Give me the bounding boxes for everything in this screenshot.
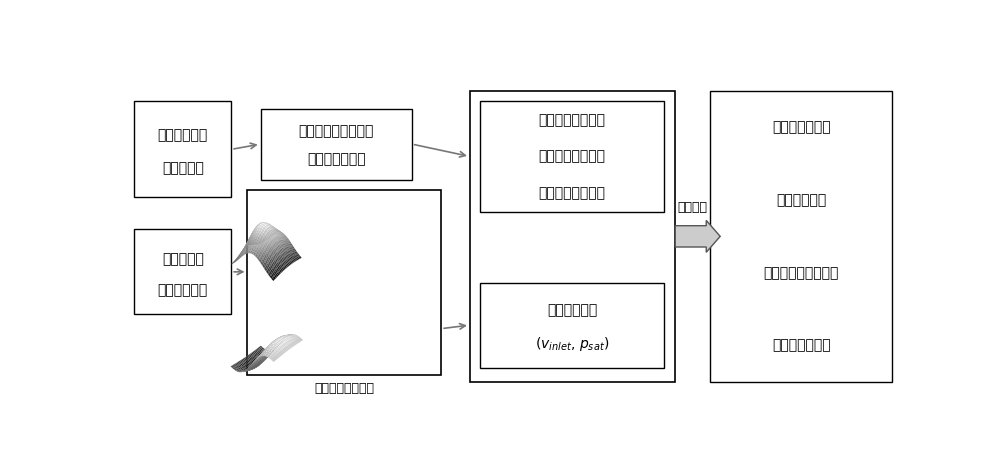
Text: 电子节流阀开度指令: 电子节流阀开度指令 <box>764 266 839 280</box>
Bar <box>247 190 441 375</box>
Text: 和最大温差值: 和最大温差值 <box>158 284 208 298</box>
Bar <box>480 283 664 368</box>
Text: 泄压阀开关指令: 泄压阀开关指令 <box>772 338 830 353</box>
Text: 计算当前温度平均值: 计算当前温度平均值 <box>298 124 374 138</box>
Bar <box>480 101 664 212</box>
Text: 支路温度信息与温: 支路温度信息与温 <box>539 113 606 127</box>
Bar <box>134 101 231 197</box>
Text: 获取电池温度: 获取电池温度 <box>158 128 208 142</box>
FancyArrow shape <box>675 220 720 252</box>
Text: 风扇转速指令: 风扇转速指令 <box>776 193 826 207</box>
Text: 目标温度值: 目标温度值 <box>162 252 204 266</box>
Text: 度平均值对比的差: 度平均值对比的差 <box>539 149 606 164</box>
Text: 温度与温差响应面: 温度与温差响应面 <box>314 383 374 396</box>
Text: 压缩机转速指令: 压缩机转速指令 <box>772 120 830 134</box>
Text: 确定控制向量: 确定控制向量 <box>547 303 597 317</box>
Text: 和最大温度差值: 和最大温度差值 <box>307 153 366 167</box>
Text: 值和温度最大差值: 值和温度最大差值 <box>539 186 606 200</box>
Bar <box>470 91 675 382</box>
Text: 控制算法: 控制算法 <box>678 201 708 214</box>
Bar <box>710 91 892 382</box>
Bar <box>134 229 231 314</box>
Bar <box>261 108 412 179</box>
Text: 高压仓压力: 高压仓压力 <box>162 161 204 176</box>
Text: ($v_{inlet}$, $p_{sat}$): ($v_{inlet}$, $p_{sat}$) <box>535 335 609 353</box>
